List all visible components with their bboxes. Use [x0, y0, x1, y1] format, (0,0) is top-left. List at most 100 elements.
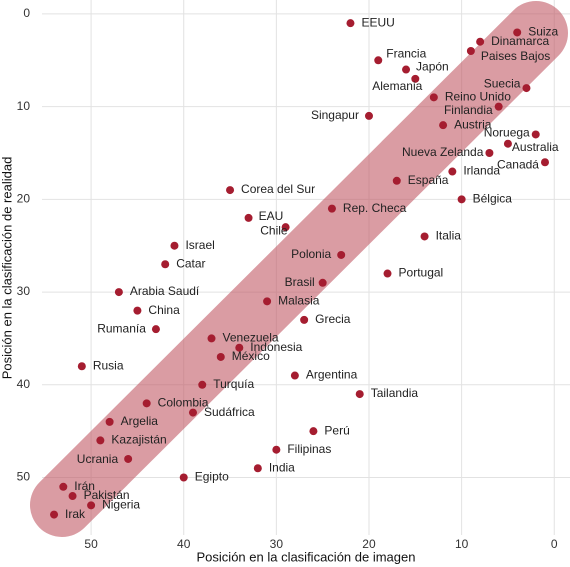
point-label: Brasil	[285, 275, 315, 289]
point	[96, 436, 105, 445]
point	[522, 84, 531, 93]
point	[151, 325, 160, 334]
point-label: Grecia	[315, 312, 351, 326]
x-tick-label: 0	[551, 537, 558, 551]
point-label: España	[408, 173, 449, 187]
point	[374, 56, 383, 65]
y-tick-label: 50	[17, 470, 31, 484]
point-label: Irlanda	[463, 164, 500, 178]
point	[503, 139, 512, 148]
point	[226, 186, 235, 195]
point-label: Pakistán	[84, 488, 130, 502]
point-label: Colombia	[158, 396, 209, 410]
point-label: Suecia	[484, 76, 521, 90]
y-tick-label: 40	[17, 377, 31, 391]
point-label: Arabia Saudí	[130, 284, 200, 298]
point	[513, 28, 522, 37]
point	[263, 297, 272, 306]
point-label: México	[232, 349, 270, 363]
point-label: EEUU	[361, 15, 394, 29]
point	[188, 408, 197, 417]
point-label: Japón	[416, 60, 449, 74]
point	[133, 306, 142, 315]
point	[124, 454, 133, 463]
point-label: Indonesia	[250, 340, 302, 354]
point	[494, 102, 503, 111]
point-label: Sudáfrica	[204, 405, 255, 419]
point	[216, 352, 225, 361]
point	[50, 510, 59, 519]
x-tick-label: 10	[455, 537, 469, 551]
point-label: Argelia	[121, 414, 159, 428]
point	[420, 232, 429, 241]
point-label: Egipto	[195, 470, 229, 484]
point-label: Australia	[512, 140, 559, 154]
point	[429, 93, 438, 102]
point-label: Kazajistán	[111, 433, 166, 447]
point-label: Argentina	[306, 368, 358, 382]
point	[337, 250, 346, 259]
x-axis-title: Posición en la clasificación de imagen	[197, 549, 416, 564]
point-label: Rep. Checa	[343, 201, 407, 215]
point-label: Rusia	[93, 358, 124, 372]
point-label: China	[148, 303, 180, 317]
point	[402, 65, 411, 74]
point-label: Venezuela	[223, 331, 279, 345]
point	[300, 315, 309, 324]
x-tick-label: 50	[84, 537, 98, 551]
diagonal-band	[30, 1, 568, 537]
point	[105, 417, 114, 426]
y-tick-label: 0	[23, 6, 30, 20]
point	[327, 204, 336, 213]
point	[355, 390, 364, 399]
point	[235, 343, 244, 352]
point-label: Nueva Zelanda	[402, 145, 484, 159]
point-label: Portugal	[399, 266, 444, 280]
point-label: India	[269, 460, 295, 474]
point	[59, 482, 68, 491]
point	[207, 334, 216, 343]
point-label: Chile	[260, 223, 288, 237]
point	[476, 37, 485, 46]
point	[253, 464, 262, 473]
point-label: Rumanía	[97, 321, 146, 335]
point-label: Corea del Sur	[241, 182, 315, 196]
point-label: Nigeria	[102, 498, 140, 512]
point	[244, 213, 253, 222]
point-label: Malasia	[278, 294, 320, 308]
point-label: Perú	[324, 423, 349, 437]
point	[346, 19, 355, 28]
point	[272, 445, 281, 454]
point-label: Catar	[176, 256, 205, 270]
y-axis-title: Posición en la clasificación de realidad	[0, 157, 14, 380]
point-label: Austria	[454, 117, 492, 131]
point-label: Francia	[386, 46, 426, 60]
point-label: Polonia	[291, 247, 331, 261]
point-label: Turquía	[213, 377, 254, 391]
point-label: Paises Bajos	[481, 49, 550, 63]
point-label: Singapur	[311, 108, 359, 122]
point-label: Canadá	[497, 157, 539, 171]
point	[392, 176, 401, 185]
point-label: Italia	[436, 229, 462, 243]
y-tick-label: 20	[17, 192, 31, 206]
point-label: Bélgica	[473, 192, 513, 206]
point	[170, 241, 179, 250]
x-tick-label: 40	[177, 537, 191, 551]
point	[87, 501, 96, 510]
point	[68, 492, 77, 501]
point	[485, 148, 494, 157]
point	[179, 473, 188, 482]
point	[411, 74, 420, 83]
point	[77, 362, 86, 371]
point-label: Ucrania	[77, 452, 119, 466]
point-label: Alemania	[372, 79, 422, 93]
point	[466, 46, 475, 55]
point	[142, 399, 151, 408]
point	[439, 121, 448, 130]
point-label: Irak	[65, 507, 86, 521]
point-label: EAU	[259, 209, 284, 223]
point	[364, 111, 373, 120]
